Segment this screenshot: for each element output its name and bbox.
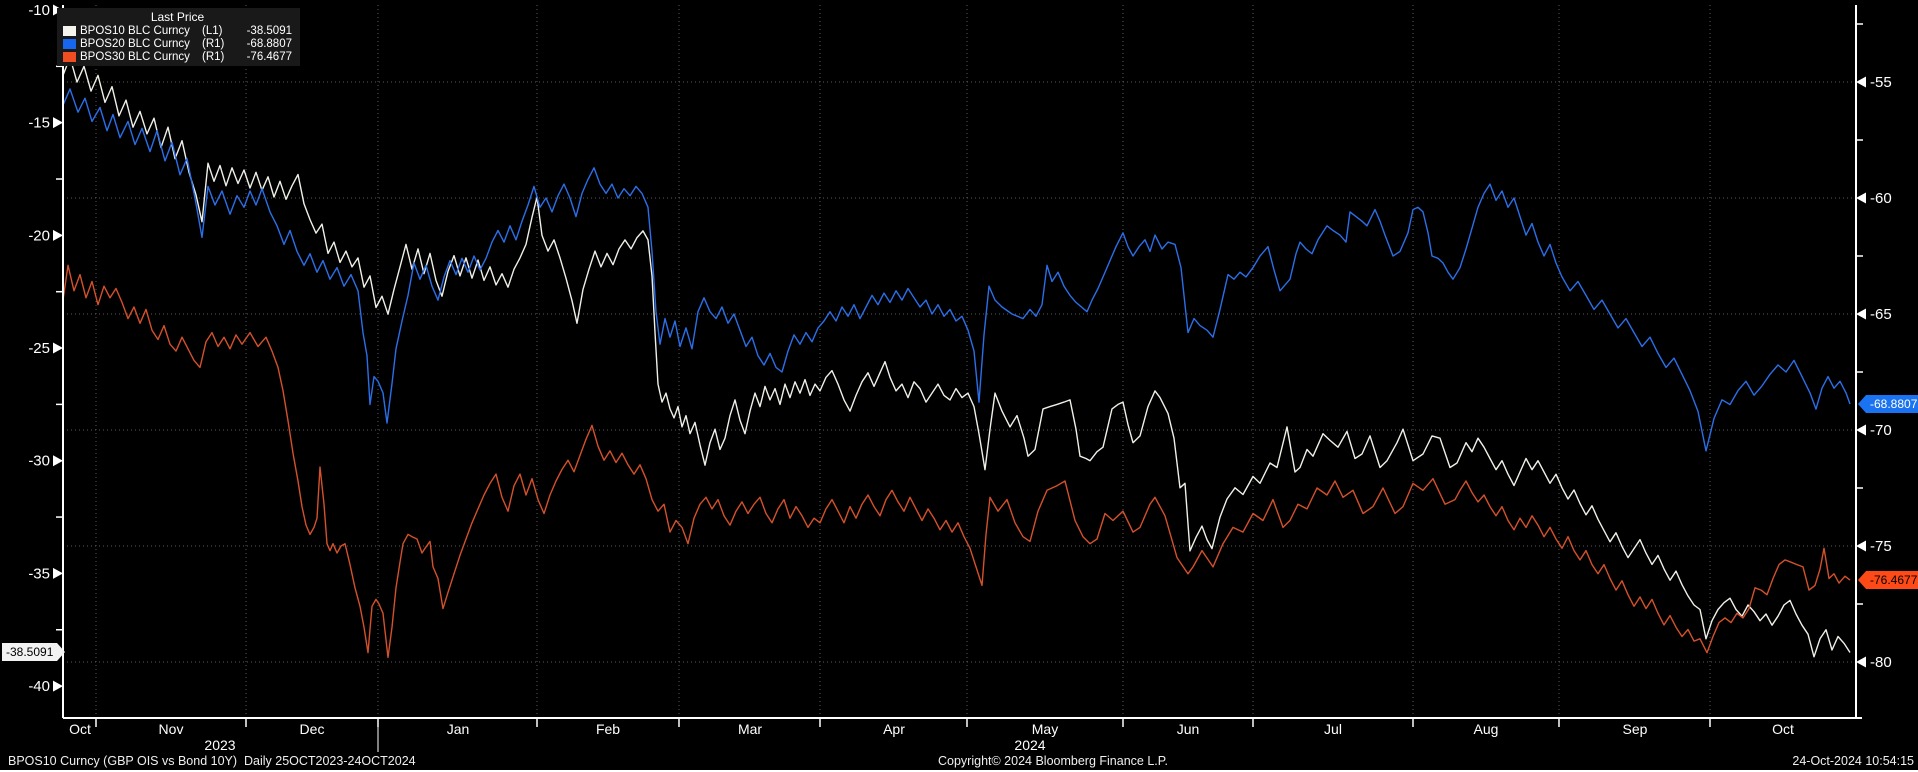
series-line-bpos20 — [62, 88, 1851, 452]
year-label: 2023 — [204, 737, 235, 753]
series-line-bpos10 — [62, 56, 1851, 658]
series-axis: (R1) — [202, 37, 225, 50]
y-right-tick-arrow-icon — [1856, 540, 1866, 552]
timestamp: 24-Oct-2024 10:54:15 — [1792, 754, 1914, 768]
month-label: Sep — [1623, 721, 1648, 737]
tag-arrow-left-icon — [1858, 395, 1866, 414]
month-label: May — [1032, 721, 1058, 737]
y-left-tick-arrow-icon — [53, 229, 63, 241]
month-label: Nov — [159, 721, 184, 737]
y-left-tick-label: -20 — [28, 227, 50, 244]
tag-arrow-left-icon — [1858, 571, 1866, 590]
y-left-tick-arrow-icon — [53, 117, 63, 129]
month-label: Oct — [69, 721, 91, 737]
y-left-tick-label: -15 — [28, 115, 50, 132]
y-left-tick-label: -10 — [28, 2, 50, 19]
y-left-tick-arrow-icon — [53, 567, 63, 579]
y-right-tick-arrow-icon — [1856, 76, 1866, 88]
y-right-tick-arrow-icon — [1856, 424, 1866, 436]
y-right-tick-arrow-icon — [1856, 192, 1866, 204]
y-left-tick-arrow-icon — [53, 680, 63, 692]
chart-legend: Last Price BPOS10 BLC Curncy (L1) -38.50… — [57, 8, 300, 66]
year-label: 2024 — [1014, 737, 1045, 753]
y-left-tick-label: -35 — [28, 565, 50, 582]
y-right-tick-arrow-icon — [1856, 656, 1866, 668]
last-price-tag-bpos10: -38.5091 — [2, 643, 66, 662]
month-label: Aug — [1474, 721, 1499, 737]
month-label: Feb — [596, 721, 620, 737]
series-name: BPOS30 BLC Curncy — [80, 50, 190, 63]
last-price-tag-bpos30: -76.4677 — [1858, 571, 1918, 590]
legend-item-bpos10[interactable]: BPOS10 BLC Curncy (L1) -38.5091 — [63, 24, 292, 37]
y-right-tick-label: -65 — [1870, 306, 1892, 323]
legend-item-bpos30[interactable]: BPOS30 BLC Curncy (R1) -76.4677 — [63, 50, 292, 63]
month-label: Jan — [447, 721, 470, 737]
y-left-tick-arrow-icon — [53, 455, 63, 467]
tag-value: -38.5091 — [2, 643, 58, 662]
status-bar: BPOS10 Curncy (GBP OIS vs Bond 10Y) Dail… — [0, 752, 1918, 770]
series-name: BPOS10 BLC Curncy — [80, 24, 190, 37]
month-label: Jul — [1324, 721, 1342, 737]
tag-arrow-right-icon — [57, 643, 66, 662]
y-left-tick-arrow-icon — [53, 342, 63, 354]
chart-description: BPOS10 Curncy (GBP OIS vs Bond 10Y) Dail… — [8, 754, 416, 768]
y-right-tick-arrow-icon — [1856, 308, 1866, 320]
legend-item-bpos20[interactable]: BPOS20 BLC Curncy (R1) -68.8807 — [63, 37, 292, 50]
y-left-tick-label: -30 — [28, 453, 50, 470]
month-label: Jun — [1177, 721, 1200, 737]
series-swatch-bpos20-icon — [63, 38, 76, 49]
series-swatch-bpos10-icon — [63, 25, 76, 36]
series-last-value: -76.4677 — [246, 50, 292, 63]
series-axis: (L1) — [202, 24, 223, 37]
month-label: Oct — [1772, 721, 1794, 737]
y-left-tick-label: -40 — [28, 678, 50, 695]
series-line-bpos30 — [62, 264, 1851, 659]
series-last-value: -38.5091 — [246, 24, 292, 37]
series-name: BPOS20 BLC Curncy — [80, 37, 190, 50]
y-left-tick-label: -25 — [28, 340, 50, 357]
y-right-tick-label: -55 — [1870, 74, 1892, 91]
legend-title: Last Price — [150, 10, 205, 24]
tag-value: -68.8807 — [1866, 395, 1918, 414]
bottom-edge-line — [0, 770, 1918, 772]
y-right-tick-label: -75 — [1870, 538, 1892, 555]
month-label: Mar — [738, 721, 762, 737]
series-swatch-bpos30-icon — [63, 51, 76, 62]
tag-value: -76.4677 — [1866, 571, 1918, 590]
month-label: Apr — [883, 721, 905, 737]
last-price-tag-bpos20: -68.8807 — [1858, 395, 1918, 414]
month-label: Dec — [300, 721, 325, 737]
copyright-text: Copyright© 2024 Bloomberg Finance L.P. — [938, 754, 1168, 768]
y-right-tick-label: -70 — [1870, 422, 1892, 439]
series-last-value: -68.8807 — [246, 37, 292, 50]
series-axis: (R1) — [202, 50, 225, 63]
y-right-tick-label: -80 — [1870, 654, 1892, 671]
y-right-tick-label: -60 — [1870, 190, 1892, 207]
